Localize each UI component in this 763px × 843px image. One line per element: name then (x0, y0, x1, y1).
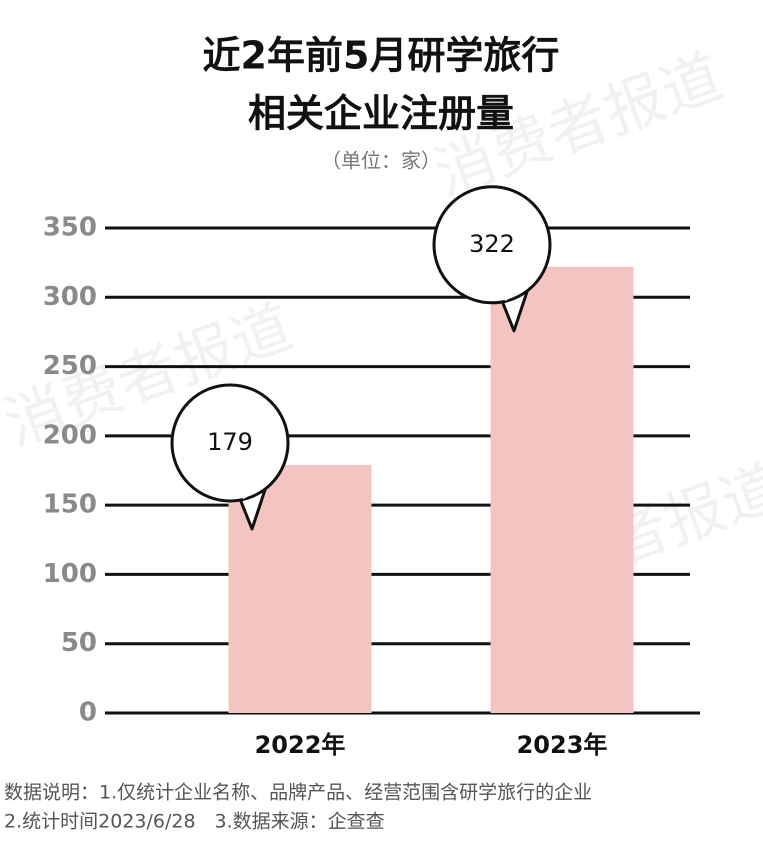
y-tick-label: 100 (43, 559, 97, 589)
y-tick-label: 250 (43, 351, 97, 381)
y-tick-label: 150 (43, 490, 97, 520)
callout-bubble (502, 284, 528, 301)
chart-title: 近2年前5月研学旅行 (203, 34, 560, 78)
x-tick-label: 2023年 (517, 731, 608, 759)
y-tick-label: 50 (61, 628, 97, 658)
footnote: 2.统计时间2023/6/28 3.数据来源：企查查 (4, 811, 385, 833)
callout-bubble (170, 383, 290, 503)
callout-bubble (432, 185, 552, 305)
y-tick-label: 0 (79, 698, 97, 728)
x-tick-label: 2022年 (255, 731, 346, 759)
bar (490, 266, 634, 713)
callout-bubble (240, 482, 266, 500)
y-tick-label: 300 (43, 282, 97, 312)
value-label: 322 (469, 230, 515, 258)
y-tick-label: 350 (43, 213, 97, 243)
value-label: 179 (207, 428, 253, 456)
footnote: 数据说明：1.仅统计企业名称、品牌产品、经营范围含研学旅行的企业 (4, 782, 592, 804)
chart-title: 相关企业注册量 (248, 92, 514, 136)
chart-subtitle: （单位：家） (321, 149, 441, 173)
y-tick-label: 200 (43, 420, 97, 450)
